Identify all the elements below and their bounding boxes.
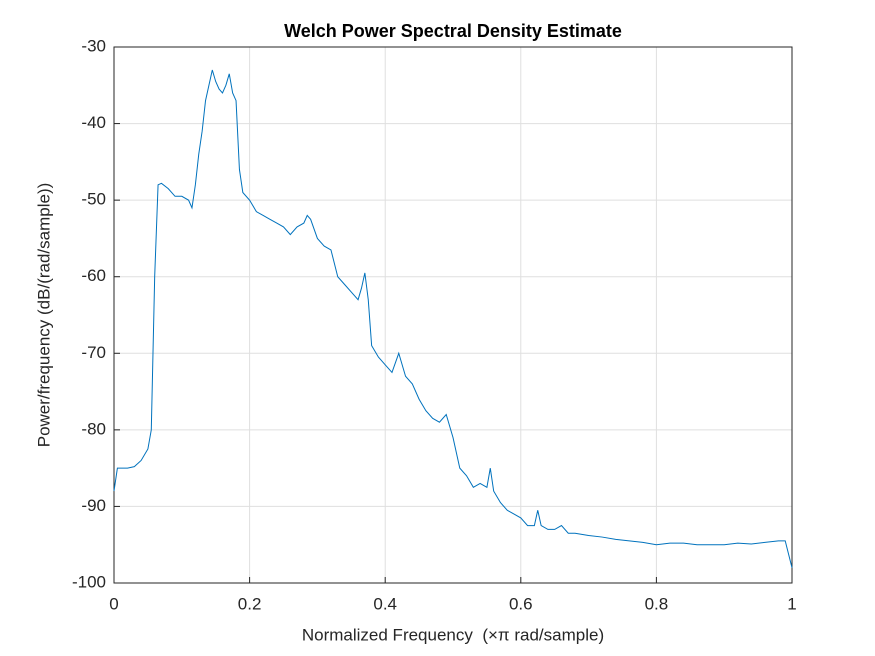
- y-tick-label: -60: [81, 266, 106, 285]
- plot-area: [114, 47, 792, 583]
- y-tick-label: -50: [81, 190, 106, 209]
- x-tick-label: 0.4: [373, 594, 397, 613]
- y-tick-label: -80: [81, 419, 106, 438]
- y-tick-label: -40: [81, 113, 106, 132]
- y-axis-label: Power/frequency (dB/(rad/sample)): [34, 183, 53, 448]
- data-line: [113, 69, 793, 568]
- y-tick-label: -30: [81, 36, 106, 55]
- x-axis-label: Normalized Frequency (×π rad/sample): [302, 625, 604, 644]
- x-tick-label: 0: [109, 594, 118, 613]
- y-tick-label: -90: [81, 496, 106, 515]
- x-tick-label: 0.8: [645, 594, 669, 613]
- y-tick-label: -100: [72, 572, 106, 591]
- x-tick-label: 1: [787, 594, 796, 613]
- y-tick-label: -70: [81, 343, 106, 362]
- axes-box: [113, 46, 793, 584]
- x-tick-label: 0.2: [238, 594, 262, 613]
- x-tick-label: 0.6: [509, 594, 533, 613]
- chart-title: Welch Power Spectral Density Estimate: [284, 21, 622, 41]
